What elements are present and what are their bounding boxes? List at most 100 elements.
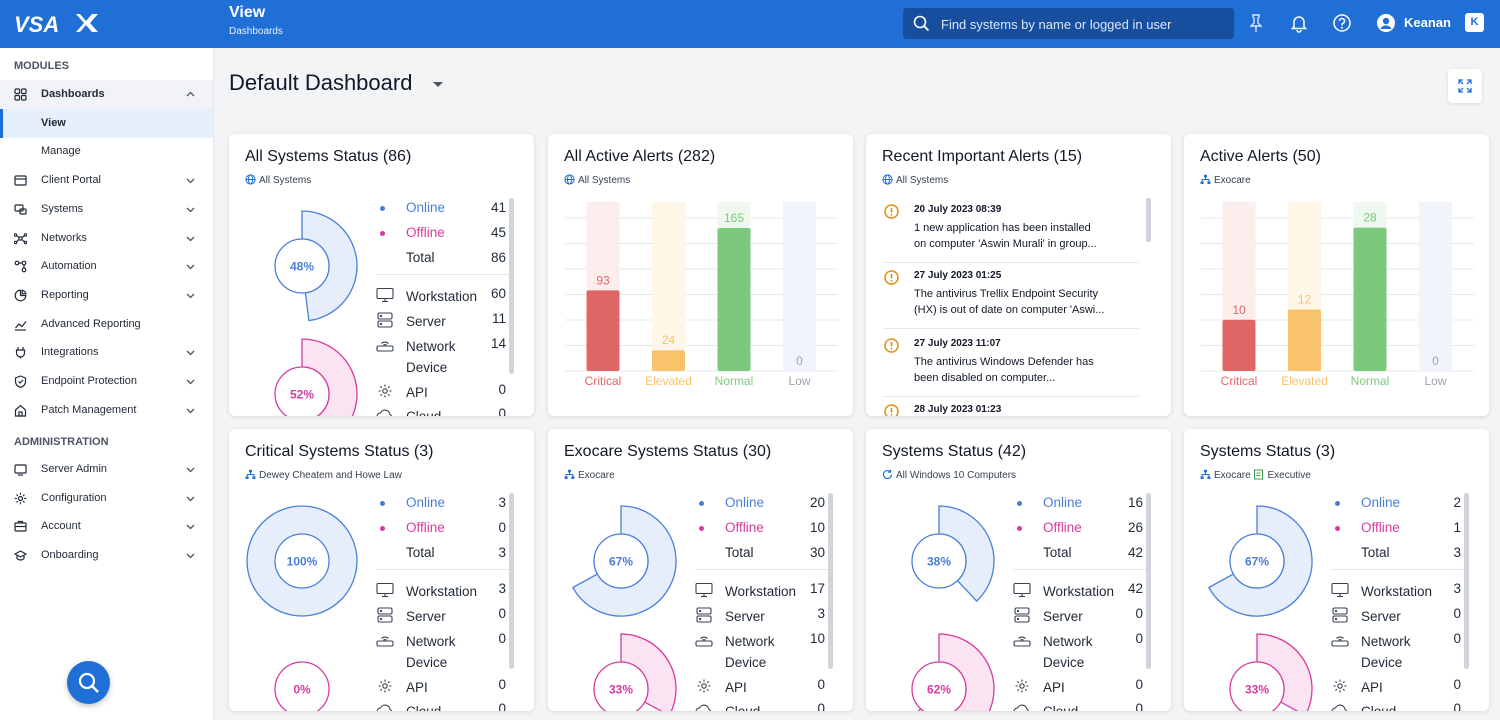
systems-status-card[interactable]: Systems Status (3) Exocare Executive 67% 33…	[1184, 429, 1489, 711]
online-stat[interactable]: Online 3	[376, 495, 506, 513]
total-stat[interactable]: Total 3	[376, 545, 506, 563]
network-stat[interactable]: Network Device 0	[1331, 631, 1461, 670]
server-stat[interactable]: Server 0	[1013, 606, 1143, 626]
sidebar-item-networks[interactable]: Networks	[0, 224, 213, 253]
sidebar-item-dashboards[interactable]: Dashboards	[0, 80, 213, 109]
online-stat[interactable]: Online 20	[695, 495, 825, 513]
card-scrollbar[interactable]	[1464, 493, 1469, 669]
chevron-down-icon[interactable]	[185, 233, 196, 244]
workstation-stat[interactable]: Workstation 42	[1013, 581, 1143, 601]
total-stat[interactable]: Total 3	[1331, 545, 1461, 563]
scrollbar-thumb[interactable]	[1146, 198, 1151, 242]
card-scrollbar[interactable]	[1146, 493, 1151, 669]
alerts-chart-card[interactable]: Active Alerts (50) Exocare 10 Critical 12 Ele…	[1184, 134, 1489, 416]
sidebar-item-manage[interactable]: Manage	[0, 137, 213, 166]
tenant-badge[interactable]: K	[1465, 13, 1484, 32]
offline-stat[interactable]: Offline 45	[376, 225, 506, 243]
sidebar-item-patch-management[interactable]: Patch Management	[0, 396, 213, 425]
card-scrollbar[interactable]	[509, 493, 514, 669]
server-stat[interactable]: Server 0	[1331, 606, 1461, 626]
server-stat[interactable]: Server 3	[695, 606, 825, 626]
server-stat[interactable]: Server 11	[376, 311, 506, 331]
api-stat[interactable]: API 0	[695, 677, 825, 697]
offline-stat[interactable]: Offline 0	[376, 520, 506, 538]
cloud-stat[interactable]: Cloud 0	[1013, 701, 1143, 711]
chevron-down-icon[interactable]	[185, 405, 196, 416]
breadcrumb[interactable]: Dashboards	[229, 26, 283, 37]
chevron-down-icon[interactable]	[185, 464, 196, 475]
cloud-stat[interactable]: Cloud 0	[695, 701, 825, 711]
chevron-down-icon[interactable]	[185, 550, 196, 561]
sidebar-item-advanced-reporting[interactable]: Advanced Reporting	[0, 310, 213, 339]
sidebar-item-endpoint-protection[interactable]: Endpoint Protection	[0, 367, 213, 396]
systems-status-card[interactable]: Systems Status (42) All Windows 10 Comput…	[866, 429, 1171, 711]
workstation-stat[interactable]: Workstation 3	[376, 581, 506, 601]
sidebar-item-systems[interactable]: Systems	[0, 195, 213, 224]
user-menu[interactable]: Keanan	[1376, 13, 1451, 33]
cloud-stat[interactable]: Cloud 0	[376, 406, 506, 416]
chevron-down-icon[interactable]	[185, 204, 196, 215]
scrollbar-thumb[interactable]	[509, 493, 514, 669]
search-input[interactable]: Find systems by name or logged in user	[903, 8, 1234, 39]
offline-stat[interactable]: Offline 10	[695, 520, 825, 538]
bar-elevated[interactable]	[1288, 309, 1321, 371]
api-stat[interactable]: API 0	[376, 677, 506, 697]
help-icon[interactable]	[1332, 13, 1352, 33]
server-stat[interactable]: Server 0	[376, 606, 506, 626]
sidebar-item-reporting[interactable]: Reporting	[0, 281, 213, 310]
total-stat[interactable]: Total 30	[695, 545, 825, 563]
card-scrollbar[interactable]	[828, 493, 833, 669]
offline-stat[interactable]: Offline 1	[1331, 520, 1461, 538]
sidebar-item-automation[interactable]: Automation	[0, 252, 213, 281]
scrollbar-thumb[interactable]	[1146, 493, 1151, 669]
online-stat[interactable]: Online 2	[1331, 495, 1461, 513]
chevron-down-icon[interactable]	[185, 290, 196, 301]
card-scrollbar[interactable]	[509, 198, 514, 374]
alerts-chart-card[interactable]: All Active Alerts (282) All Systems 93 Crit…	[548, 134, 853, 416]
workstation-stat[interactable]: Workstation 60	[376, 286, 506, 306]
recent-alerts-card[interactable]: Recent Important Alerts (15) All Systems 2…	[866, 134, 1171, 416]
bar-elevated[interactable]	[652, 350, 685, 371]
sidebar-item-server-admin[interactable]: Server Admin	[0, 455, 213, 484]
dashboard-title[interactable]: Default Dashboard	[229, 70, 413, 95]
dashboard-dropdown-caret[interactable]	[433, 82, 443, 87]
systems-status-card[interactable]: Exocare Systems Status (30) Exocare 67% 33%…	[548, 429, 853, 711]
bar-critical[interactable]	[586, 290, 620, 371]
bar-normal[interactable]	[1353, 227, 1387, 371]
workstation-stat[interactable]: Workstation 3	[1331, 581, 1461, 601]
api-stat[interactable]: API 0	[376, 382, 506, 402]
scrollbar-thumb[interactable]	[509, 198, 514, 374]
network-stat[interactable]: Network Device 10	[695, 631, 825, 670]
systems-status-card[interactable]: All Systems Status (86) All Systems 48% 52%…	[229, 134, 534, 416]
chevron-down-icon[interactable]	[185, 521, 196, 532]
bar-critical[interactable]	[1222, 319, 1256, 371]
search-fab-button[interactable]	[67, 661, 110, 704]
network-stat[interactable]: Network Device 14	[376, 336, 506, 375]
scrollbar-thumb[interactable]	[1464, 493, 1469, 669]
online-stat[interactable]: Online 41	[376, 200, 506, 218]
api-stat[interactable]: API 0	[1331, 677, 1461, 697]
alert-item[interactable]: 27 July 2023 01:25 The antivirus Trellix …	[884, 270, 1139, 322]
alert-item[interactable]: 28 July 2023 01:23	[884, 404, 1139, 416]
workstation-stat[interactable]: Workstation 17	[695, 581, 825, 601]
pin-icon[interactable]	[1246, 13, 1266, 33]
api-stat[interactable]: API 0	[1013, 677, 1143, 697]
offline-stat[interactable]: Offline 26	[1013, 520, 1143, 538]
sidebar-item-integrations[interactable]: Integrations	[0, 338, 213, 367]
network-stat[interactable]: Network Device 0	[1013, 631, 1143, 670]
alert-item[interactable]: 27 July 2023 11:07 The antivirus Windows …	[884, 338, 1139, 390]
chevron-down-icon[interactable]	[185, 261, 196, 272]
network-stat[interactable]: Network Device 0	[376, 631, 506, 670]
sidebar-item-client-portal[interactable]: Client Portal	[0, 166, 213, 195]
sidebar-item-configuration[interactable]: Configuration	[0, 484, 213, 513]
cloud-stat[interactable]: Cloud 0	[1331, 701, 1461, 711]
chevron-down-icon[interactable]	[185, 175, 196, 186]
vsax-logo[interactable]: VSA	[14, 10, 104, 38]
fullscreen-button[interactable]	[1448, 69, 1482, 103]
sidebar-item-view[interactable]: View	[0, 108, 213, 138]
cloud-stat[interactable]: Cloud 0	[376, 701, 506, 711]
sidebar-item-onboarding[interactable]: Onboarding	[0, 541, 213, 570]
chevron-up-icon[interactable]	[185, 89, 196, 100]
bar-normal[interactable]	[717, 228, 751, 371]
systems-status-card[interactable]: Critical Systems Status (3) Dewey Cheatem…	[229, 429, 534, 711]
